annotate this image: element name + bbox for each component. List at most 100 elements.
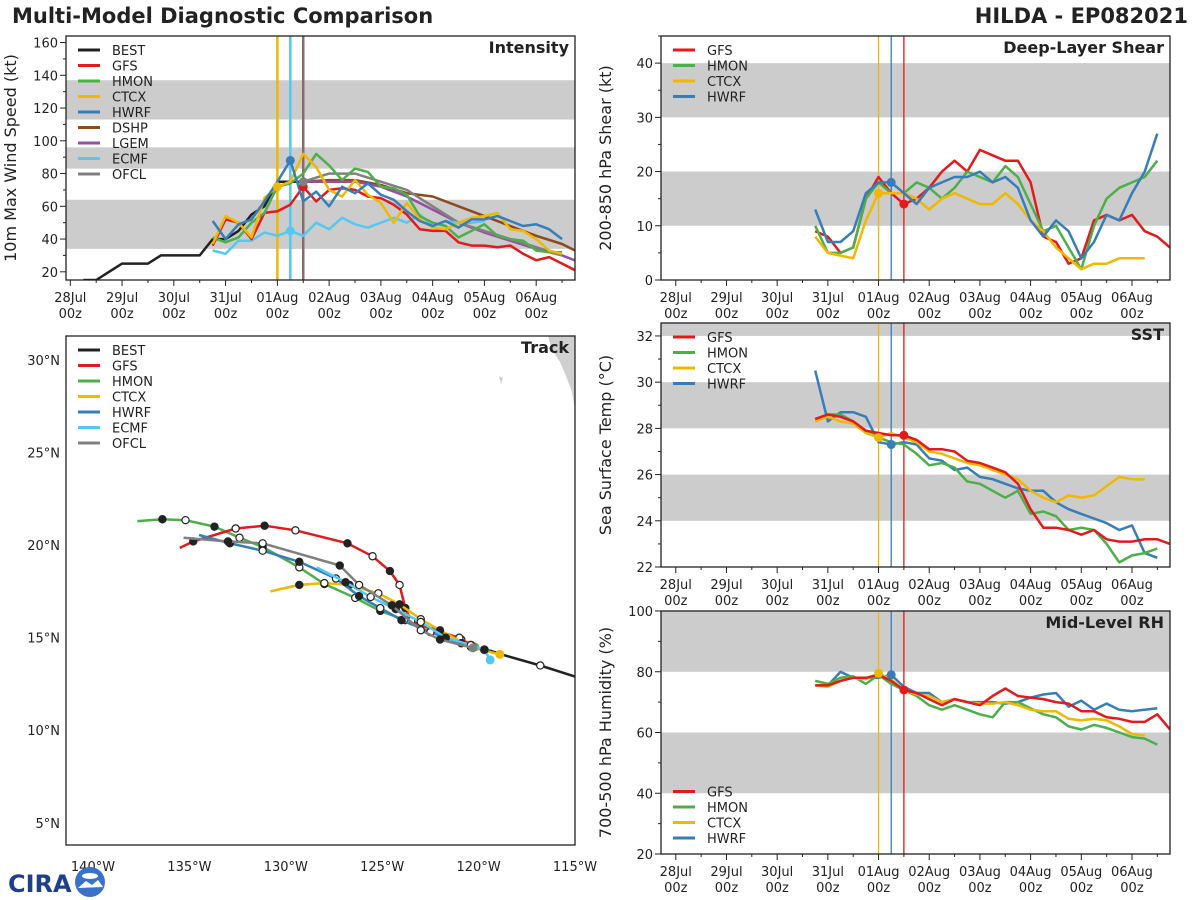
plot-frame [660, 322, 1171, 568]
series-line-dshp [303, 178, 575, 252]
x-tick-label: 00z [765, 881, 789, 896]
y-tick-label: 60 [636, 727, 653, 742]
x-tick-label: 29Jul [106, 291, 138, 306]
legend-label-ctcx: CTCX [707, 817, 741, 832]
current-value-marker [285, 226, 295, 236]
track-point-marker [335, 561, 344, 570]
series-line-ctcx [814, 415, 1145, 504]
x-tick-label: 00z [715, 881, 739, 896]
x-tick-label: 00z [816, 307, 840, 322]
y-tick-label: 80 [41, 168, 58, 183]
current-value-marker [899, 199, 909, 209]
x-tick-label: 00z [1070, 594, 1094, 609]
track-point-marker [181, 515, 190, 525]
y-tick-label: 28 [636, 422, 653, 437]
legend-label-hwrf: HWRF [707, 832, 746, 847]
track-point-marker [258, 546, 267, 555]
series-line-hwrf [813, 370, 1158, 559]
track-point-marker [291, 526, 300, 535]
x-tick-label: 00z [1019, 881, 1043, 896]
legend-label-gfs: GFS [707, 331, 733, 346]
current-value-marker [285, 155, 295, 165]
x-tick-label: 31Jul [812, 578, 844, 593]
series-line-ctcx [270, 581, 501, 656]
x-tick-label: 02Aug [908, 578, 950, 593]
y-tick-label: 15°N [27, 632, 60, 647]
y-tick-label: 100 [628, 605, 653, 620]
y-axis-label: 200-850 hPa Shear (kt) [596, 65, 615, 251]
y-tick-label: 26 [636, 469, 653, 484]
page-title: Multi-Model Diagnostic Comparison [12, 4, 434, 28]
y-tick-label: 60 [41, 200, 58, 215]
current-value-marker [899, 685, 909, 695]
x-tick-label: 06Aug [1111, 578, 1153, 593]
x-tick-label: 00z [524, 307, 548, 322]
x-tick-label: 00z [664, 594, 688, 609]
series-line-ctcx [814, 191, 1145, 271]
track-point-marker [235, 533, 244, 542]
legend-label-ecmf: ECMF [112, 153, 148, 168]
y-tick-label: 22 [636, 561, 653, 576]
land-island [499, 376, 503, 384]
track-point-marker [341, 577, 350, 587]
x-tick-label: 31Jul [209, 291, 241, 306]
current-value-marker [874, 433, 884, 443]
x-tick-label: 01Aug [858, 865, 900, 880]
series-line-gfs [815, 673, 1170, 731]
x-tick-label: 115°W [553, 860, 597, 875]
legend-label-hmon: HMON [707, 347, 748, 362]
track-point-marker [435, 635, 445, 644]
x-tick-label: 30Jul [761, 291, 793, 306]
legend-label-best: BEST [112, 344, 145, 359]
track-point-marker [376, 603, 385, 613]
y-tick-label: 120 [33, 102, 58, 117]
x-tick-label: 02Aug [308, 291, 350, 306]
legend-label-ctcx: CTCX [707, 362, 741, 377]
intensity-band [661, 323, 1170, 336]
x-tick-label: 00z [110, 307, 134, 322]
track-point-marker [231, 524, 240, 533]
x-tick-label: 00z [59, 307, 83, 322]
x-tick-label: 00z [867, 881, 891, 896]
legend-label-hwrf: HWRF [112, 106, 151, 121]
intensity-band [661, 611, 1170, 672]
track-current-marker [495, 649, 505, 659]
y-tick-label: 40 [41, 233, 58, 248]
x-tick-label: 02Aug [908, 291, 950, 306]
x-tick-label: 29Jul [710, 578, 742, 593]
x-tick-label: 29Jul [710, 865, 742, 880]
panel-title: Track [521, 338, 569, 357]
x-tick-label: 130°W [264, 860, 308, 875]
x-tick-label: 00z [214, 307, 238, 322]
x-tick-label: 00z [369, 307, 393, 322]
intensity-band [661, 732, 1170, 794]
legend-label-dshp: DSHP [112, 122, 148, 137]
y-axis-label: Sea Surface Temp (°C) [596, 355, 615, 535]
y-tick-label: 40 [636, 787, 653, 802]
y-tick-label: 20 [636, 848, 653, 863]
x-tick-label: 31Jul [812, 291, 844, 306]
x-tick-label: 00z [968, 307, 992, 322]
series-line-gfs [814, 413, 1170, 546]
legend-label-ctcx: CTCX [112, 91, 146, 106]
x-tick-label: 00z [1019, 594, 1043, 609]
track-panel: 140°W135°W130°W125°W120°W115°W5°N10°N15°… [27, 335, 597, 875]
x-tick-label: 00z [664, 881, 688, 896]
legend-label-ctcx: CTCX [707, 75, 741, 90]
legend-label-best: BEST [112, 44, 145, 59]
x-tick-label: 125°W [360, 860, 404, 875]
current-value-marker [874, 668, 884, 678]
x-tick-label: 00z [1120, 594, 1144, 609]
x-tick-label: 03Aug [959, 578, 1001, 593]
legend-label-gfs: GFS [112, 60, 138, 75]
track-point-marker [397, 615, 406, 625]
panel-title: Intensity [489, 38, 570, 57]
x-tick-label: 00z [918, 307, 942, 322]
current-value-marker [272, 182, 282, 192]
intensity-band [661, 474, 1170, 521]
y-tick-label: 10°N [27, 724, 60, 739]
series-line-hmon [814, 673, 1158, 746]
x-tick-label: 30Jul [158, 291, 190, 306]
x-tick-label: 00z [1019, 307, 1043, 322]
x-tick-label: 06Aug [1111, 865, 1153, 880]
